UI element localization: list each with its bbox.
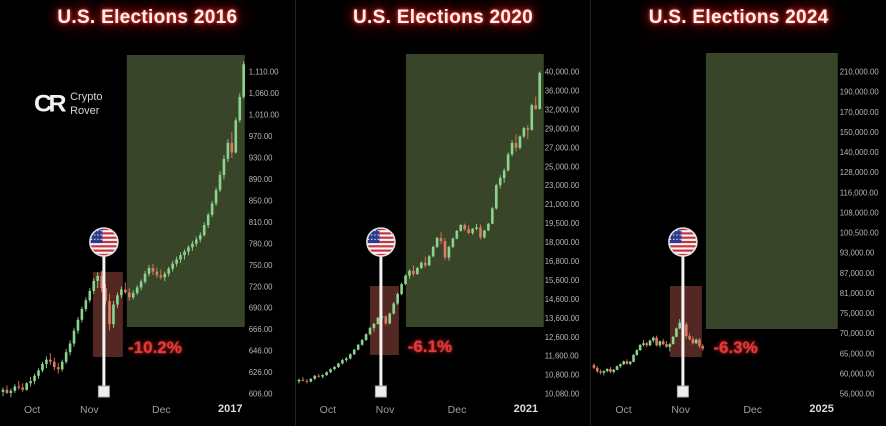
pre-election-zone <box>369 286 399 355</box>
price-tick: 108,000.00 <box>840 208 880 217</box>
price-tick: 23,000.00 <box>544 181 579 190</box>
candlestick-chart-2020: 40,000.00 36,000.00 32,000.00 29,000.00 27,0… <box>297 54 580 399</box>
price-tick: 19,500.00 <box>544 219 579 228</box>
panel-2016: U.S. Elections 2016 CR Crypto Rover 1,11… <box>0 0 295 426</box>
x-label-nov: Nov <box>671 404 691 416</box>
price-tick: 36,000.00 <box>544 87 579 96</box>
price-tick: 81,000.00 <box>840 289 875 298</box>
price-tick: 40,000.00 <box>544 68 579 77</box>
x-label-dec: Dec <box>447 404 467 416</box>
price-tick: 890.00 <box>249 175 273 184</box>
price-tick: 1,110.00 <box>249 68 279 77</box>
price-tick: 56,000.00 <box>840 390 875 399</box>
x-label-nov: Nov <box>375 404 395 416</box>
flag-ring <box>668 227 699 257</box>
price-tick: 170,000.00 <box>840 108 880 117</box>
panel-title-2020: U.S. Elections 2020 <box>353 7 533 28</box>
price-tick: 11,600.00 <box>544 352 579 361</box>
price-tick: 14,600.00 <box>544 295 579 304</box>
x-label-year: 2021 <box>513 403 539 415</box>
price-tick: 780.00 <box>249 239 273 248</box>
candles <box>1 61 245 398</box>
price-tick: 666.00 <box>249 325 273 334</box>
crypto-rover-wordmark: Crypto Rover <box>70 91 103 117</box>
panel-2020: U.S. Elections 2020 40,000.00 36,000.00 32… <box>294 0 591 426</box>
crypto-rover-logo: CR Crypto Rover <box>34 90 103 119</box>
price-tick: 116,000.00 <box>840 188 879 197</box>
drop-percentage-2024: -6.3% <box>713 338 758 357</box>
x-label-dec: Dec <box>152 404 171 416</box>
price-tick: 750.00 <box>249 261 273 270</box>
price-tick: 13,600.00 <box>544 314 579 323</box>
price-tick: 65,000.00 <box>840 349 875 358</box>
price-tick: 850.00 <box>249 196 273 205</box>
x-label-nov: Nov <box>80 404 99 416</box>
us-flag-icon <box>89 228 118 256</box>
price-tick: 93,000.00 <box>840 249 875 258</box>
price-tick: 10,080.00 <box>544 390 579 399</box>
candlestick-chart-2016: 1,110.00 1,060.00 1,010.00 970.00 930.00 890.… <box>1 55 280 399</box>
panel-2024: U.S. Elections 2024 210,000.00 190,000.00… <box>590 0 886 426</box>
price-tick: 75,000.00 <box>840 309 875 318</box>
price-tick: 810.00 <box>249 218 273 227</box>
us-flag-icon <box>366 228 395 256</box>
price-tick: 100,500.00 <box>840 229 880 238</box>
price-tick: 60,000.00 <box>840 369 875 378</box>
price-tick: 970.00 <box>249 132 273 141</box>
flag-ring <box>365 227 396 257</box>
candles <box>297 71 541 384</box>
price-tick: 1,060.00 <box>249 89 280 98</box>
election-marker-handle[interactable] <box>677 385 690 398</box>
x-label-oct: Oct <box>319 404 337 416</box>
price-tick: 25,000.00 <box>544 162 579 171</box>
price-tick: 12,600.00 <box>544 333 579 342</box>
price-tick: 10,800.00 <box>544 371 579 380</box>
candles <box>593 319 705 376</box>
price-tick: 1,010.00 <box>249 111 280 120</box>
price-tick: 18,000.00 <box>544 238 579 247</box>
panel-title-2016: U.S. Elections 2016 <box>57 7 238 28</box>
post-election-zone <box>706 53 839 329</box>
election-marker-handle[interactable] <box>374 385 387 398</box>
price-tick: 646.00 <box>249 347 273 356</box>
x-label-oct: Oct <box>615 404 632 416</box>
price-tick: 140,000.00 <box>840 148 880 157</box>
drop-percentage-2020: -6.1% <box>407 337 453 356</box>
price-tick: 15,600.00 <box>544 276 579 285</box>
x-label-oct: Oct <box>24 404 41 416</box>
flag-ring <box>89 227 119 257</box>
price-tick: 626.00 <box>249 368 273 377</box>
price-tick: 70,000.00 <box>840 329 875 338</box>
price-tick: 150,000.00 <box>840 128 880 137</box>
x-label-year: 2025 <box>809 403 834 415</box>
price-tick: 16,800.00 <box>544 257 579 266</box>
price-tick: 930.00 <box>249 153 273 162</box>
price-tick: 32,000.00 <box>544 105 579 114</box>
crypto-rover-mark-icon: CR <box>34 90 67 118</box>
x-label-dec: Dec <box>743 404 763 416</box>
price-tick: 190,000.00 <box>840 88 880 97</box>
election-marker-handle[interactable] <box>97 385 110 398</box>
price-tick: 27,000.00 <box>544 143 579 152</box>
pre-election-zone <box>670 286 703 357</box>
price-tick: 128,000.00 <box>840 168 880 177</box>
panel-title-2024: U.S. Elections 2024 <box>648 7 829 28</box>
post-election-zone <box>126 55 245 327</box>
price-tick: 87,000.00 <box>840 269 875 278</box>
drop-percentage-2016: -10.2% <box>128 338 182 357</box>
price-tick: 720.00 <box>249 282 273 291</box>
price-tick: 21,000.00 <box>544 200 579 209</box>
candlestick-chart-2024: 210,000.00 190,000.00 170,000.00 150,000.00… <box>593 53 880 399</box>
x-label-year: 2017 <box>218 403 243 415</box>
price-tick: 210,000.00 <box>840 68 880 77</box>
price-tick: 606.00 <box>249 390 273 399</box>
price-tick: 690.00 <box>249 304 273 313</box>
post-election-zone <box>405 54 544 327</box>
price-tick: 29,000.00 <box>544 124 579 133</box>
